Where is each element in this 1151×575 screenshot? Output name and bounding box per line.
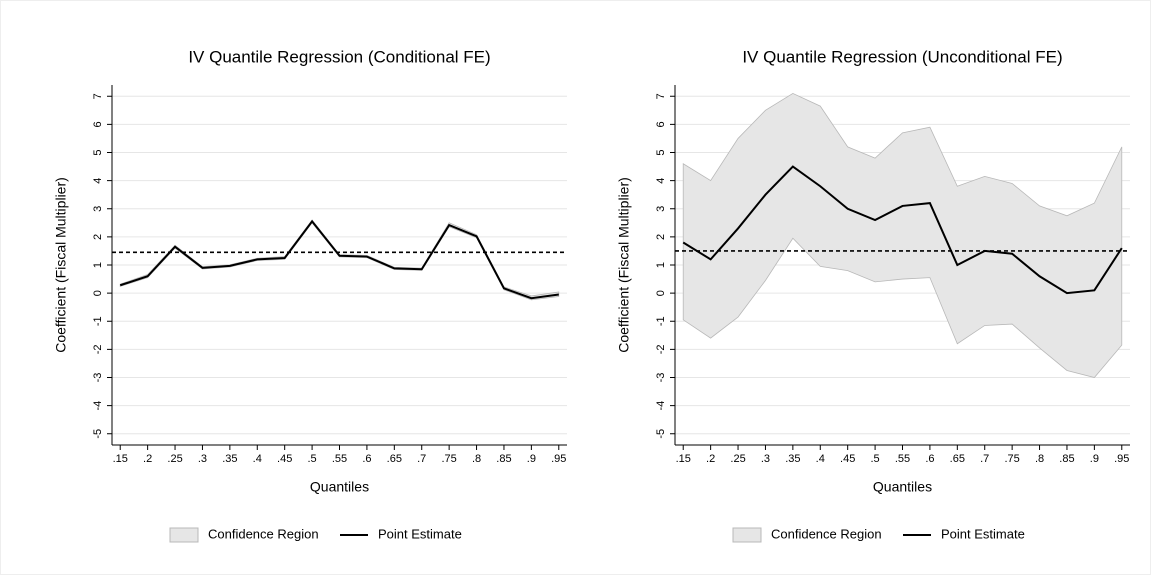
y-tick-label: -3 <box>92 373 104 383</box>
legend-label: Confidence Region <box>771 526 882 541</box>
y-tick-label: 6 <box>655 121 667 127</box>
y-tick-label: -4 <box>92 401 104 411</box>
point-estimate-line <box>682 165 1123 295</box>
y-tick-label: 4 <box>92 178 104 184</box>
legend-label: Point Estimate <box>941 526 1025 541</box>
y-tick-label: -1 <box>92 316 104 326</box>
x-tick-label: .2 <box>143 453 152 465</box>
legend-swatch <box>169 527 199 543</box>
x-tick-label: .4 <box>253 453 262 465</box>
x-tick-label: .6 <box>925 453 934 465</box>
y-tick-label: 5 <box>92 149 104 155</box>
y-tick-label: 7 <box>92 93 104 99</box>
x-tick-label: .3 <box>198 453 207 465</box>
x-axis-label: Quantiles <box>310 479 369 495</box>
x-tick-label: .7 <box>417 453 426 465</box>
y-axis-label: Coefficient (Fiscal Multiplier) <box>53 177 69 353</box>
y-tick-label: -5 <box>92 429 104 439</box>
y-tick-label: -2 <box>655 344 667 354</box>
y-tick-label: -5 <box>655 429 667 439</box>
y-tick-label: -2 <box>92 344 104 354</box>
y-tick-label: 2 <box>92 234 104 240</box>
y-tick-label: 6 <box>92 121 104 127</box>
y-axis-label: Coefficient (Fiscal Multiplier) <box>616 177 632 353</box>
x-tick-label: .5 <box>870 453 879 465</box>
x-tick-label: .15 <box>113 453 128 465</box>
x-tick-label: .25 <box>730 453 745 465</box>
x-tick-label: .65 <box>387 453 402 465</box>
x-tick-label: .25 <box>167 453 182 465</box>
x-tick-label: .5 <box>307 453 316 465</box>
x-tick-label: .8 <box>472 453 481 465</box>
x-tick-label: .55 <box>332 453 347 465</box>
x-tick-label: .65 <box>950 453 965 465</box>
x-tick-label: .95 <box>1114 453 1129 465</box>
x-tick-label: .4 <box>816 453 825 465</box>
chart-title: IV Quantile Regression (Unconditional FE… <box>742 47 1062 66</box>
x-tick-label: .35 <box>222 453 237 465</box>
y-tick-label: 5 <box>655 149 667 155</box>
x-tick-label: .9 <box>527 453 536 465</box>
confidence-band <box>682 92 1123 378</box>
y-tick-label: 0 <box>655 290 667 296</box>
point-estimate-line <box>119 219 559 300</box>
legend-label: Point Estimate <box>378 526 462 541</box>
x-tick-label: .8 <box>1035 453 1044 465</box>
x-tick-label: .15 <box>676 453 691 465</box>
y-tick-label: 2 <box>655 234 667 240</box>
x-axis-label: Quantiles <box>873 479 932 495</box>
x-tick-label: .75 <box>441 453 456 465</box>
x-tick-label: .3 <box>761 453 770 465</box>
x-tick-label: .55 <box>895 453 910 465</box>
x-tick-label: .75 <box>1004 453 1019 465</box>
x-tick-label: .85 <box>496 453 511 465</box>
x-tick-label: .2 <box>706 453 715 465</box>
y-tick-label: 0 <box>92 290 104 296</box>
y-tick-label: -4 <box>655 401 667 411</box>
legend-swatch <box>732 527 762 543</box>
chart-title: IV Quantile Regression (Conditional FE) <box>188 47 490 66</box>
x-tick-label: .9 <box>1090 453 1099 465</box>
x-tick-label: .85 <box>1059 453 1074 465</box>
y-tick-label: -1 <box>655 316 667 326</box>
y-tick-label: 3 <box>92 206 104 212</box>
x-tick-label: .45 <box>277 453 292 465</box>
x-tick-label: .35 <box>785 453 800 465</box>
y-tick-label: 1 <box>92 262 104 268</box>
legend-label: Confidence Region <box>208 526 319 541</box>
y-tick-label: 4 <box>655 178 667 184</box>
x-tick-label: .7 <box>980 453 989 465</box>
x-tick-label: .6 <box>362 453 371 465</box>
x-tick-label: .95 <box>551 453 566 465</box>
y-tick-label: 1 <box>655 262 667 268</box>
y-tick-label: 3 <box>655 206 667 212</box>
y-tick-label: -3 <box>655 373 667 383</box>
y-tick-label: 7 <box>655 93 667 99</box>
x-tick-label: .45 <box>840 453 855 465</box>
